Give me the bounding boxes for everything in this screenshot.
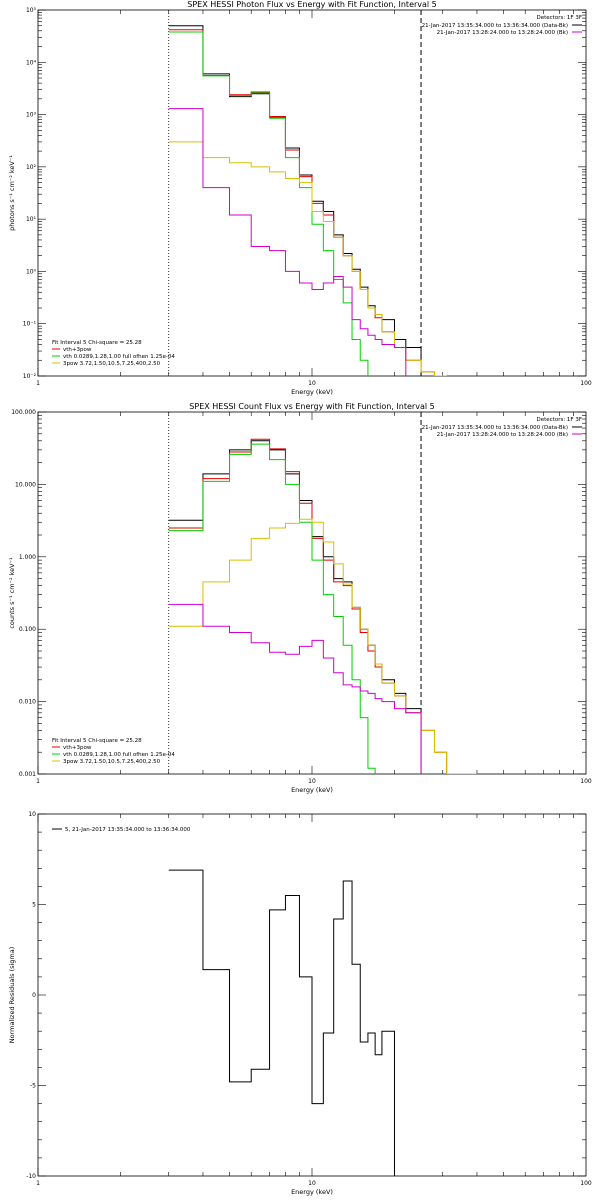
x-axis-label: Energy (keV) (291, 786, 333, 794)
legend-entry: 21-Jan-2017 13:28:24.000 to 13:28:24.000… (437, 30, 568, 36)
y-tick-label: 0.100 (19, 626, 36, 633)
y-tick-label: 10⁻² (23, 373, 37, 380)
series-black-step-line (168, 440, 422, 774)
y-tick-label: 100.000 (11, 409, 36, 416)
y-tick-label: 10⁻¹ (23, 321, 37, 328)
legend-fit-header: Fit Interval 5 Chi-square = 25.28 (52, 738, 142, 744)
series-black-step-line (168, 869, 395, 1176)
x-tick-label: 10 (308, 380, 316, 387)
x-tick-label: 100 (580, 778, 592, 785)
y-tick-label: 0 (32, 992, 36, 999)
y-tick-label: -10 (26, 1173, 36, 1180)
y-tick-label: 10.000 (15, 481, 36, 488)
series-red-step-line (168, 438, 448, 774)
x-tick-label: 1 (36, 380, 40, 387)
y-tick-label: 10 (28, 811, 36, 818)
x-tick-label: 10 (308, 778, 316, 785)
y-axis-label: counts s⁻¹ cm⁻² keV⁻¹ (8, 557, 16, 629)
legend-fit-entry: vth 0.0289,1.28,1.00 full ofhen 1.25e-04 (63, 752, 175, 758)
series-green-step-line (168, 31, 369, 376)
legend-detectors: Detectors: 1F 3F (536, 15, 582, 21)
legend-entry: 21-Jan-2017 13:35:34.000 to 13:36:34.000… (422, 23, 568, 29)
y-axis-label: photons s⁻¹ cm⁻² keV⁻¹ (8, 155, 16, 231)
x-axis-label: Energy (keV) (291, 1188, 333, 1196)
plot-panel-2: SPEX HESSI Count Flux vs Energy with Fit… (8, 402, 592, 794)
y-tick-label: 10¹ (26, 216, 37, 223)
y-tick-label: 10² (26, 164, 37, 171)
plot-panel-3: Energy (keV) Normalized Residuals (sigma)… (8, 811, 592, 1196)
x-tick-label: 100 (580, 1180, 592, 1187)
y-axis-label: Normalized Residuals (sigma) (8, 947, 16, 1044)
y-tick-label: 10⁴ (26, 59, 37, 66)
x-tick-label: 100 (580, 380, 592, 387)
y-tick-label: 1.000 (19, 554, 36, 561)
y-tick-label: 0.010 (19, 699, 36, 706)
y-tick-label: 5 (32, 902, 36, 909)
chart-title: SPEX HESSI Photon Flux vs Energy with Fi… (187, 0, 437, 9)
x-tick-label: 1 (36, 1180, 40, 1187)
y-tick-label: 0.001 (19, 771, 36, 778)
series-green-step-line (168, 443, 376, 774)
x-tick-label: 1 (36, 778, 40, 785)
series-black-step-line (168, 25, 422, 376)
y-tick-label: -5 (30, 1083, 36, 1090)
legend-fit-entry: 3pow 3.72,1.50,10.5,7.25,400,2.50 (63, 759, 161, 765)
legend-interval-entry: 5, 21-Jan-2017 13:35:34.000 to 13:36:34.… (65, 827, 191, 833)
y-tick-label: 10⁵ (26, 7, 37, 14)
legend-fit-header: Fit Interval 5 Chi-square = 25.28 (52, 340, 142, 346)
legend-detectors: Detectors: 1F 3F (536, 417, 582, 423)
series-magenta-step-line (168, 108, 407, 376)
plot-panel-1: SPEX HESSI Photon Flux vs Energy with Fi… (8, 0, 592, 396)
x-tick-label: 10 (308, 1180, 316, 1187)
chart-title: SPEX HESSI Count Flux vs Energy with Fit… (189, 402, 434, 411)
legend-fit-entry: vth 0.0289,1.28,1.00 full ofhen 1.25e-04 (63, 354, 175, 360)
legend-fit-entry: 3pow 3.72,1.50,10.5,7.25,400,2.50 (63, 361, 161, 367)
legend-entry: 21-Jan-2017 13:28:24.000 to 13:28:24.000… (437, 432, 568, 438)
legend-fit-entry: vth+3pow (63, 347, 92, 353)
x-axis-label: Energy (keV) (291, 388, 333, 396)
y-tick-label: 10³ (26, 112, 37, 119)
plot-frame (37, 411, 587, 775)
legend-fit-entry: vth+3pow (63, 745, 92, 751)
legend-entry: 21-Jan-2017 13:35:34.000 to 13:36:34.000… (422, 425, 568, 431)
series-magenta-step-line (168, 603, 422, 774)
y-tick-label: 10⁰ (26, 268, 37, 275)
